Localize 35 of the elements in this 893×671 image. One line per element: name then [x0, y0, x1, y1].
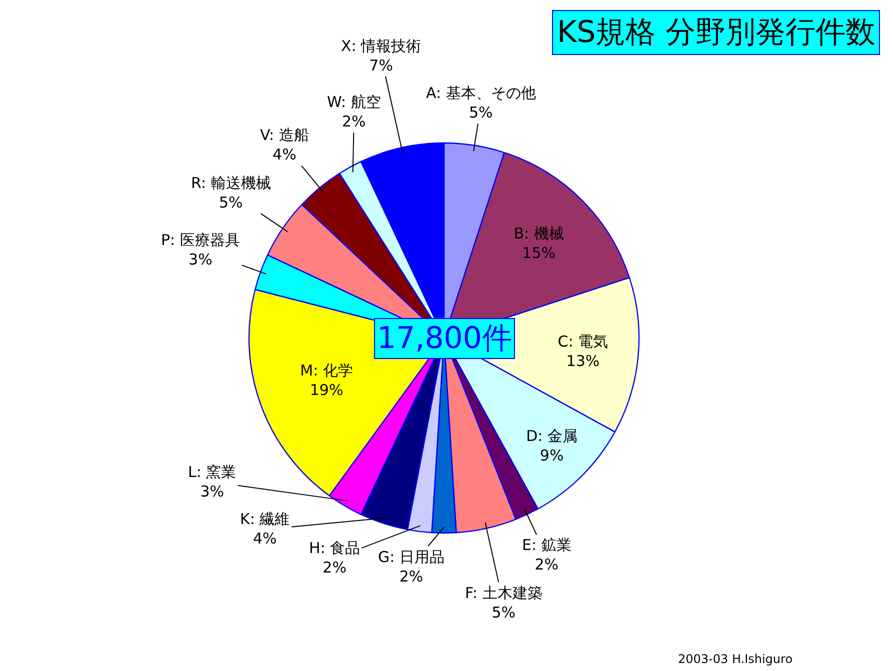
slice-label: B: 機械: [514, 224, 564, 242]
data-label: 15%: [522, 244, 556, 262]
slice-label: P: 医療器具: [161, 231, 240, 249]
data-label: 13%: [566, 352, 600, 370]
slice-label: A: 基本、その他: [426, 84, 536, 102]
slice-label: W: 航空: [327, 93, 381, 111]
data-label: 3%: [200, 482, 224, 500]
slice-label: D: 金属: [526, 427, 578, 446]
slice-label: E: 鉱業: [522, 536, 572, 554]
data-label: 2%: [534, 556, 559, 574]
data-label: 7%: [369, 56, 393, 74]
data-label: 5%: [219, 194, 243, 212]
slice-label: H: 食品: [309, 539, 360, 557]
data-label: 2%: [322, 558, 346, 576]
data-label: 9%: [540, 446, 564, 465]
data-label: 5%: [492, 604, 516, 622]
slice-label: X: 情報技術: [341, 37, 422, 55]
slice-label: G: 日用品: [378, 548, 444, 566]
text: 17,800件: [377, 321, 512, 356]
text: KS規格 分野別発行件数: [557, 15, 876, 50]
data-label: 5%: [469, 104, 493, 122]
slice-label: V: 造船: [260, 126, 309, 144]
slice-label: M: 化学: [300, 362, 353, 380]
data-label: 3%: [188, 250, 212, 268]
data-label: 4%: [272, 146, 296, 164]
data-label: 2%: [399, 568, 424, 586]
slice-label: R: 輸送機械: [191, 174, 271, 192]
slice-label: K: 繊維: [240, 510, 290, 528]
text: 2003-03 H.Ishiguro: [678, 652, 793, 666]
data-label: 2%: [342, 112, 366, 130]
slice-label: C: 電気: [558, 332, 608, 350]
data-label: 4%: [252, 530, 277, 548]
data-label: 19%: [310, 381, 344, 400]
slice-label: L: 窯業: [188, 463, 236, 481]
slice-label: F: 土木建築: [465, 584, 542, 602]
